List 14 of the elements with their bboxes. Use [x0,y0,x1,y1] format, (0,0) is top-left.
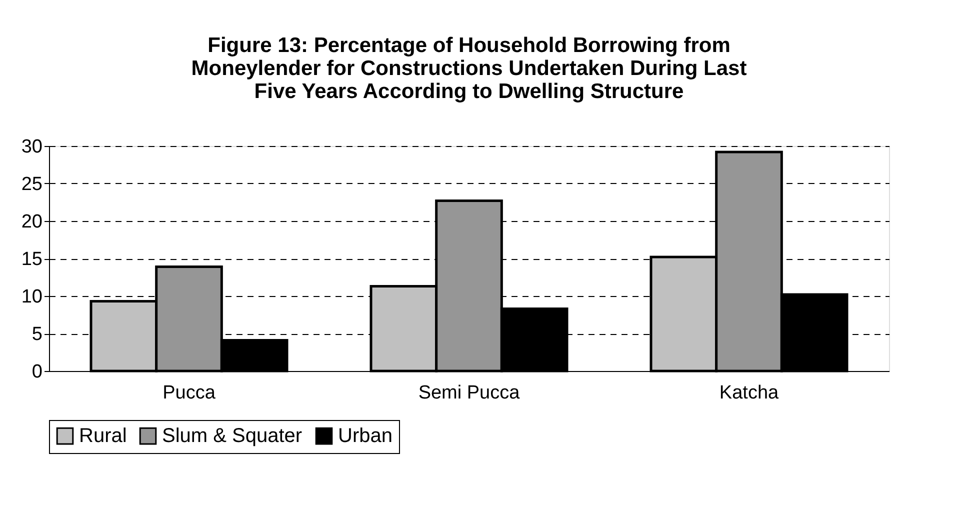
chart-title: Figure 13: Percentage of Household Borrowing from Moneylender for Constructions Undertaken During Last Five Years According to Dwelling Structure [191,34,747,103]
y-tick-label: 5 [32,324,42,345]
x-tick-label: Semi Pucca [418,382,520,404]
y-tick-label: 25 [21,174,42,195]
y-tick-label: 30 [21,136,42,158]
x-tick-label: Katcha [719,382,780,404]
y-tick-label: 0 [32,362,42,382]
x-tick-label: Pucca [162,382,216,404]
y-tick-label: 10 [21,286,42,308]
y-tick-label: 20 [21,212,42,232]
legend-label: Urban [338,425,392,448]
y-tick-label: 15 [21,249,42,270]
legend-label: Slum & Squater [162,425,302,448]
legend-label: Rural [79,425,127,448]
